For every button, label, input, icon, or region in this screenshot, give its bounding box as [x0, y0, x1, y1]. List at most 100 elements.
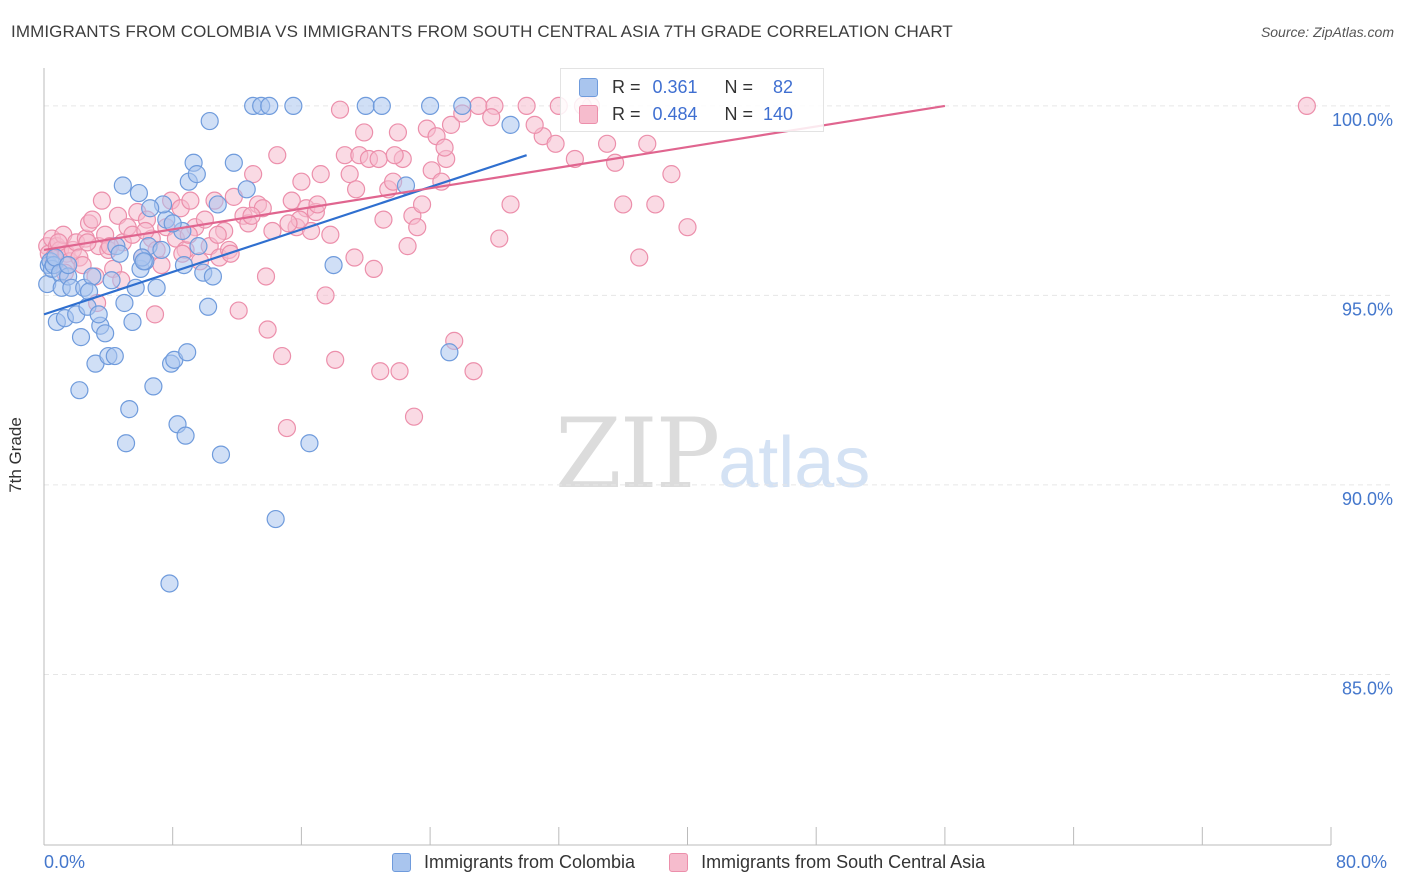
data-point-colombia	[189, 237, 208, 256]
data-point-sca	[229, 301, 248, 320]
data-point-sca	[404, 407, 424, 426]
data-point-sca	[385, 146, 404, 165]
data-point-sca	[597, 134, 617, 153]
stats-n-value: 82	[773, 76, 794, 97]
data-point-colombia	[211, 445, 231, 464]
data-point-colombia	[120, 400, 139, 419]
data-point-colombia	[284, 96, 303, 116]
data-point-colombia	[176, 426, 195, 445]
data-point-colombia	[260, 96, 279, 116]
data-point-colombia	[70, 381, 89, 400]
data-point-sca	[435, 138, 454, 157]
data-point-colombia	[110, 244, 129, 263]
data-point-colombia	[116, 434, 136, 453]
data-point-sca	[390, 362, 409, 381]
stats-r-value: 0.361	[652, 76, 698, 97]
data-point-sca	[277, 418, 297, 438]
data-point-colombia	[147, 278, 166, 297]
data-point-colombia	[453, 96, 472, 116]
data-point-sca	[565, 149, 584, 169]
data-point-colombia	[237, 180, 256, 199]
data-point-sca	[412, 195, 432, 214]
data-point-sca	[340, 165, 359, 184]
data-point-colombia	[356, 96, 375, 116]
colombia-swatch-icon	[579, 77, 598, 97]
data-point-colombia	[115, 293, 134, 313]
data-point-sca	[282, 191, 301, 210]
data-point-colombia	[71, 328, 91, 347]
data-point-colombia	[187, 165, 206, 184]
data-point-sca	[258, 320, 277, 339]
data-point-sca	[316, 286, 335, 305]
data-point-sca	[517, 96, 536, 116]
data-point-sca	[408, 218, 427, 237]
data-point-colombia	[152, 240, 171, 260]
data-point-colombia	[372, 96, 391, 116]
y-tick-label: 85.0%	[1342, 678, 1393, 698]
data-point-colombia	[178, 343, 197, 362]
legend-item-sca[interactable]: Immigrants from South Central Asia	[669, 852, 985, 873]
data-point-sca	[268, 146, 287, 165]
data-point-sca	[83, 210, 102, 229]
stats-n-label: N =	[724, 103, 754, 124]
data-point-sca	[208, 225, 227, 244]
data-point-sca	[398, 237, 417, 256]
data-point-colombia	[59, 255, 78, 275]
data-point-sca	[92, 191, 112, 210]
stats-row-sca: R = 0.484 N = 140	[579, 102, 793, 126]
data-point-colombia	[224, 153, 243, 172]
y-tick-label: 90.0%	[1342, 489, 1393, 509]
data-point-sca	[441, 115, 461, 134]
x-tick-label-min: 0.0%	[44, 852, 86, 872]
data-point-colombia	[134, 252, 153, 271]
data-point-sca	[272, 346, 292, 366]
data-point-colombia	[160, 574, 179, 593]
data-point-sca	[326, 350, 345, 369]
data-point-sca	[364, 259, 383, 278]
data-point-colombia	[324, 255, 343, 275]
data-point-sca	[614, 195, 633, 214]
data-point-colombia	[200, 111, 219, 131]
x-tick-label-max: 80.0%	[1336, 852, 1388, 872]
data-point-sca	[490, 229, 509, 248]
colombia-legend-icon	[392, 853, 411, 872]
data-point-sca	[311, 165, 330, 184]
data-point-sca	[678, 218, 697, 237]
chart-title: IMMIGRANTS FROM COLOMBIA VS IMMIGRANTS F…	[11, 22, 953, 41]
stats-n-value: 140	[763, 103, 794, 124]
data-point-sca	[371, 362, 390, 381]
trend-line-colombia	[43, 154, 527, 316]
legend-label-colombia: Immigrants from Colombia	[424, 852, 636, 872]
data-point-sca	[1297, 96, 1316, 116]
data-point-sca	[136, 221, 155, 241]
data-point-colombia	[113, 176, 132, 195]
data-point-sca	[662, 165, 681, 184]
data-point-colombia	[89, 305, 108, 324]
data-point-colombia	[266, 509, 285, 529]
stats-legend-box: R = 0.361 N = 82 R = 0.484 N = 140	[560, 68, 824, 132]
data-point-colombia	[123, 312, 142, 332]
data-point-sca	[244, 165, 263, 184]
data-point-sca	[152, 255, 171, 275]
data-point-sca	[546, 134, 565, 153]
data-point-sca	[355, 123, 374, 142]
data-point-sca	[464, 362, 483, 381]
stats-r-value: 0.484	[652, 103, 698, 124]
data-point-sca	[525, 115, 544, 134]
data-point-sca	[279, 214, 298, 233]
data-point-colombia	[421, 96, 440, 116]
bottom-legend: Immigrants from Colombia Immigrants from…	[392, 852, 1019, 873]
legend-item-colombia[interactable]: Immigrants from Colombia	[392, 852, 635, 873]
sca-legend-icon	[669, 853, 689, 872]
data-point-colombia	[208, 195, 227, 214]
data-point-sca	[501, 195, 520, 214]
stats-n-label: N =	[724, 76, 754, 97]
data-point-colombia	[129, 183, 149, 203]
data-point-sca	[388, 123, 408, 142]
data-point-sca	[638, 134, 657, 153]
data-point-colombia	[96, 324, 115, 343]
data-point-colombia	[198, 297, 218, 316]
data-point-sca	[181, 191, 200, 210]
data-point-colombia	[141, 199, 160, 218]
